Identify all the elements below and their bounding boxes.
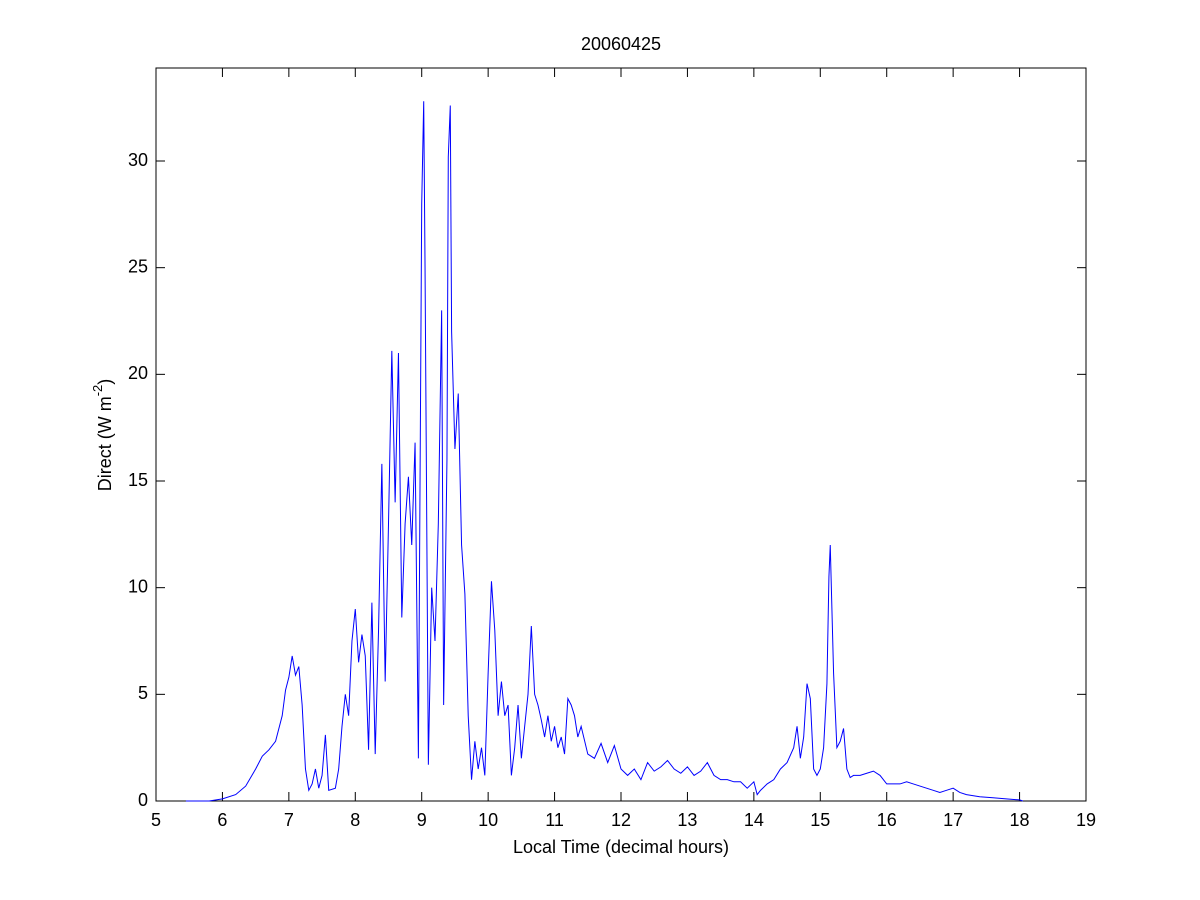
x-tick-label: 19 [1076, 810, 1096, 830]
x-tick-label: 10 [478, 810, 498, 830]
x-tick-label: 9 [417, 810, 427, 830]
y-tick-label: 30 [128, 150, 148, 170]
chart-title: 20060425 [581, 34, 661, 54]
y-label-end: ) [95, 379, 115, 385]
y-label-main: Direct (W m [95, 396, 115, 491]
y-tick-label: 10 [128, 576, 148, 596]
x-axis-label: Local Time (decimal hours) [513, 837, 729, 857]
y-label-exponent: -2 [90, 385, 105, 397]
y-tick-label: 0 [138, 790, 148, 810]
x-tick-label: 17 [943, 810, 963, 830]
x-tick-label: 12 [611, 810, 631, 830]
y-tick-label: 20 [128, 363, 148, 383]
data-line [185, 101, 1024, 802]
x-tick-label: 14 [744, 810, 764, 830]
y-axis-label: Direct (W m-2) [90, 379, 114, 492]
x-tick-label: 5 [151, 810, 161, 830]
x-tick-label: 11 [545, 810, 564, 830]
y-tick-label: 15 [128, 470, 148, 490]
x-tick-label: 13 [677, 810, 697, 830]
x-tick-label: 7 [284, 810, 294, 830]
y-tick-label: 5 [138, 683, 148, 703]
x-tick-label: 16 [877, 810, 897, 830]
x-tick-label: 8 [350, 810, 360, 830]
y-tick-label: 25 [128, 256, 148, 276]
plot-area [155, 67, 1087, 802]
x-tick-label: 18 [1010, 810, 1030, 830]
x-tick-label: 6 [217, 810, 227, 830]
x-tick-label: 15 [810, 810, 830, 830]
